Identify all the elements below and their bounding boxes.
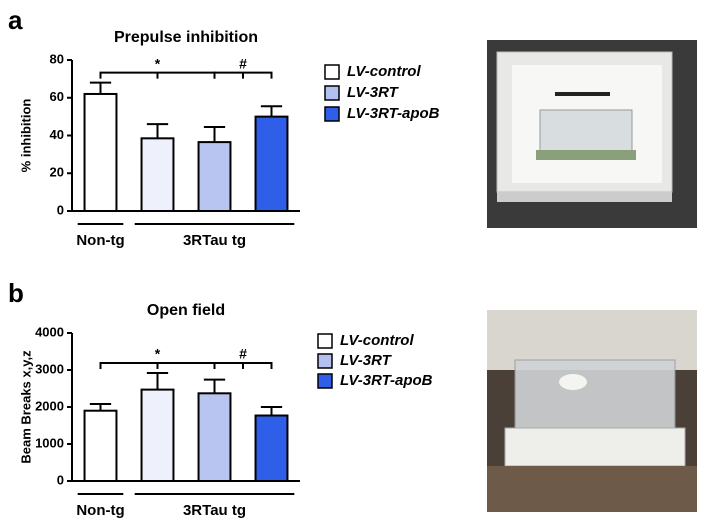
- group-label: 3RTau tg: [183, 502, 246, 519]
- y-tick-label: 0: [57, 472, 64, 487]
- legend-label: LV-3RT-apoB: [347, 105, 440, 122]
- legend-swatch: [324, 85, 340, 101]
- legend-label: LV-control: [340, 332, 414, 349]
- legend-label: LV-3RT: [340, 352, 393, 369]
- y-tick-label: 1000: [35, 435, 64, 450]
- significance-label: #: [239, 55, 247, 71]
- y-tick-label: 2000: [35, 398, 64, 413]
- y-tick-label: 80: [50, 51, 64, 66]
- significance-label: #: [239, 346, 247, 362]
- y-tick-label: 20: [50, 165, 64, 180]
- panel-label: a: [8, 5, 23, 35]
- y-tick-label: 3000: [35, 361, 64, 376]
- y-axis-label: Beam Breaks x,y,z: [18, 350, 33, 464]
- legend-label: LV-control: [347, 63, 421, 80]
- photo-open-field: [487, 310, 697, 512]
- y-tick-label: 40: [50, 127, 64, 142]
- y-tick-label: 60: [50, 89, 64, 104]
- legend-swatch: [317, 333, 333, 349]
- y-tick-label: 4000: [35, 324, 64, 339]
- bar: [197, 392, 232, 482]
- legend-swatch: [324, 106, 340, 122]
- panel-label: b: [8, 278, 24, 308]
- group-label: Non-tg: [76, 232, 124, 249]
- bar: [140, 137, 175, 212]
- bar: [83, 409, 118, 483]
- bar: [254, 414, 289, 483]
- bar: [83, 92, 118, 212]
- y-tick-label: 0: [57, 202, 64, 217]
- y-axis-label: % inhibition: [18, 99, 33, 173]
- group-label: Non-tg: [76, 502, 124, 519]
- bar: [254, 115, 289, 212]
- significance-label: *: [155, 346, 161, 362]
- legend-swatch: [317, 353, 333, 369]
- legend-swatch: [317, 373, 333, 389]
- photo-startle-chamber: [487, 40, 697, 228]
- group-label: 3RTau tg: [183, 232, 246, 249]
- legend-swatch: [324, 64, 340, 80]
- legend-label: LV-3RT-apoB: [340, 372, 433, 389]
- legend-label: LV-3RT: [347, 84, 400, 101]
- significance-label: *: [155, 55, 161, 71]
- chart-title: Prepulse inhibition: [114, 29, 258, 46]
- bar: [140, 388, 175, 482]
- bar: [197, 141, 232, 212]
- chart-title: Open field: [147, 302, 225, 319]
